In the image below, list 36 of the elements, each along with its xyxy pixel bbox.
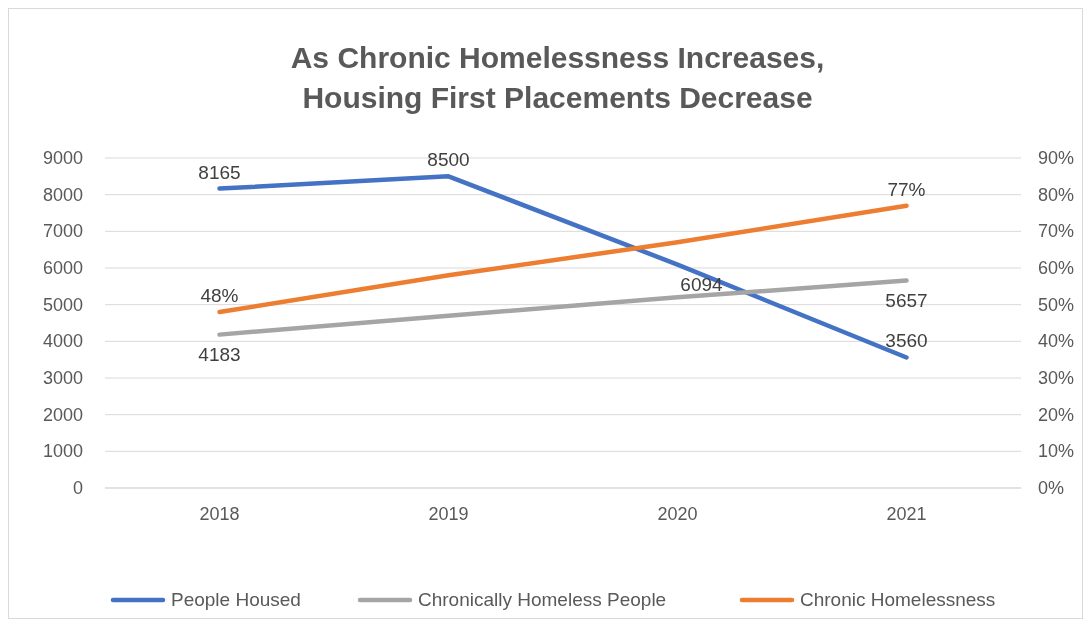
y-tick-label: 1000 [42, 441, 83, 462]
data-label: 4183 [198, 343, 241, 365]
y-tick-label: 8000 [42, 184, 83, 205]
legend-label: Chronic Homelessness [800, 589, 996, 610]
y-tick-label: 2000 [42, 404, 83, 425]
y-tick-label: 7000 [42, 221, 83, 242]
chart-title: As Chronic Homelessness Increases, Housing First Placements Decrease [290, 41, 825, 114]
y-tick-label: 4000 [42, 331, 83, 352]
x-tick-label: 2021 [886, 504, 927, 524]
y2-tick-label: 30% [1038, 368, 1075, 388]
y2-tick-label: 90% [1038, 148, 1075, 168]
data-label: 6094 [680, 273, 724, 295]
y-tick-label: 9000 [42, 148, 83, 168]
y-tick-label: 3000 [42, 368, 83, 388]
y2-tick-label: 70% [1038, 221, 1075, 242]
x-tick-label: 2018 [199, 504, 240, 524]
legend-label: People Housed [171, 589, 301, 610]
data-label: 5657 [885, 289, 928, 311]
legend-label: Chronically Homeless People [418, 589, 667, 610]
y2-tick-label: 20% [1038, 404, 1075, 425]
y-tick-label: 5000 [42, 294, 83, 315]
x-tick-label: 2020 [657, 504, 698, 524]
y2-tick-label: 80% [1038, 184, 1075, 205]
y2-tick-label: 10% [1038, 441, 1075, 462]
data-label: 77% [887, 178, 926, 200]
data-label: 48% [200, 285, 239, 306]
y2-tick-label: 0% [1038, 478, 1065, 498]
y-tick-label: 0 [72, 478, 83, 498]
x-tick-label: 2019 [428, 504, 469, 524]
data-label: 8165 [198, 161, 241, 183]
y2-tick-label: 50% [1038, 294, 1075, 315]
data-label: 8500 [427, 149, 470, 171]
y2-tick-label: 60% [1038, 258, 1075, 278]
y2-tick-label: 40% [1038, 331, 1075, 352]
y-tick-label: 6000 [42, 258, 83, 278]
data-label: 3560 [885, 330, 928, 352]
